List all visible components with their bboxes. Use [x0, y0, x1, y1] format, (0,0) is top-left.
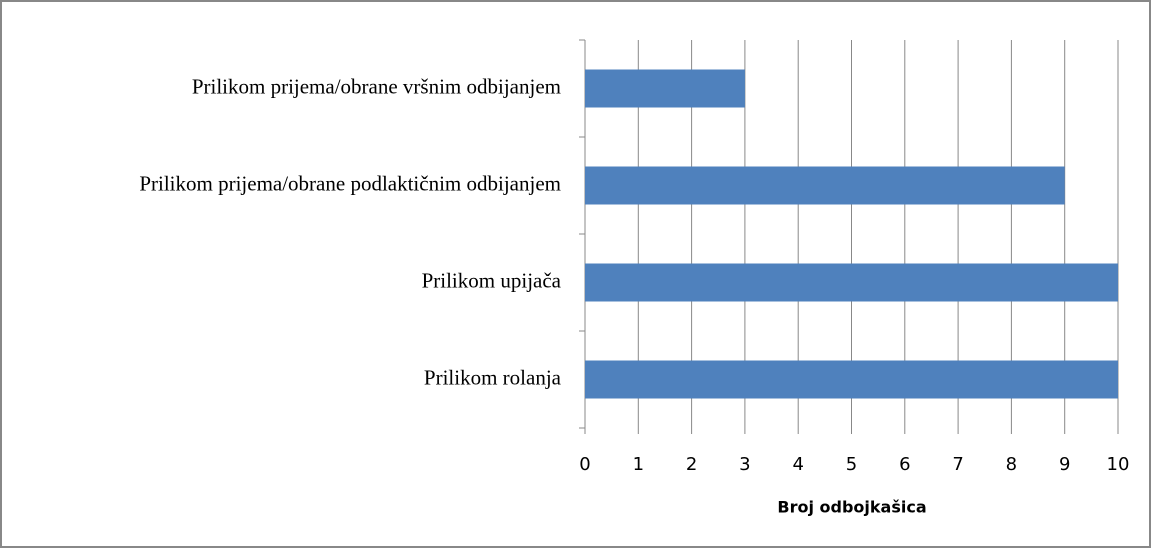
x-tick-label: 7: [952, 454, 963, 475]
x-tick-label: 2: [686, 454, 697, 475]
x-axis-title: Broj odbojkašica: [777, 498, 926, 517]
x-tick-label: 3: [739, 454, 750, 475]
y-tick-label: Prilikom prijema/obrane vršnim odbijanje…: [192, 74, 561, 98]
bar: [585, 166, 1065, 205]
x-tick-label: 9: [1059, 454, 1070, 475]
bar: [585, 360, 1118, 399]
x-tick-label: 1: [633, 454, 644, 475]
y-tick-label: Prilikom upijača: [422, 268, 562, 292]
x-tick-label: 6: [899, 454, 910, 475]
x-tick-label: 8: [1006, 454, 1017, 475]
bar: [585, 69, 745, 108]
y-tick-label: Prilikom prijema/obrane podlaktičnim odb…: [139, 171, 561, 195]
x-tick-label: 5: [846, 454, 857, 475]
bar: [585, 263, 1118, 302]
x-tick-label: 0: [579, 454, 590, 475]
x-tick-label: 4: [792, 454, 803, 475]
x-tick-label: 10: [1107, 454, 1130, 475]
y-tick-label: Prilikom rolanja: [424, 365, 562, 389]
